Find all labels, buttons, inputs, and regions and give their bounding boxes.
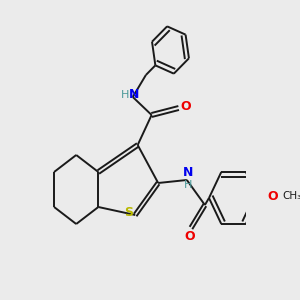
Text: O: O [180, 100, 190, 112]
Text: CH₃: CH₃ [283, 191, 300, 201]
Text: N: N [129, 88, 140, 101]
Text: N: N [182, 166, 193, 178]
Text: H: H [120, 90, 129, 100]
Text: O: O [268, 190, 278, 202]
Text: S: S [124, 206, 133, 220]
Text: O: O [184, 230, 195, 242]
Text: H: H [184, 180, 192, 190]
